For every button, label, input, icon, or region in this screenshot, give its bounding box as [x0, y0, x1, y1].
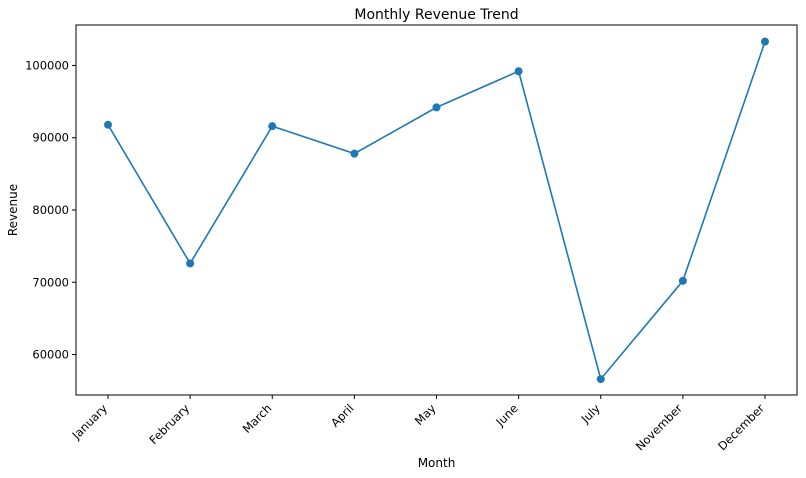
- chart-title: Monthly Revenue Trend: [354, 7, 518, 23]
- data-point: [104, 120, 112, 129]
- data-point: [432, 103, 441, 112]
- x-tick-label: January: [69, 401, 111, 443]
- data-point: [186, 259, 195, 268]
- x-tick-label: April: [328, 401, 356, 429]
- x-tick-label: June: [492, 401, 520, 429]
- x-tick-label: November: [633, 401, 685, 453]
- data-point: [350, 149, 359, 158]
- y-tick-label: 70000: [32, 275, 69, 289]
- y-axis-ticks: 60000 70000 80000 90000 100000: [25, 58, 76, 362]
- data-point: [761, 37, 769, 46]
- data-points: [104, 37, 769, 384]
- y-tick-label: 60000: [32, 348, 69, 362]
- y-tick-label: 80000: [32, 203, 69, 217]
- y-tick-label: 100000: [25, 58, 69, 72]
- data-point: [514, 67, 523, 76]
- data-point: [596, 375, 605, 384]
- x-axis-ticks: January February March April May June July Nove…: [69, 395, 767, 453]
- x-axis-label: Month: [418, 456, 456, 470]
- x-tick-label: February: [146, 401, 192, 447]
- data-point: [678, 276, 687, 285]
- x-tick-label: December: [715, 401, 767, 453]
- y-tick-label: 90000: [32, 131, 69, 145]
- y-axis-label: Revenue: [6, 184, 20, 236]
- plot-frame: [75, 24, 798, 396]
- series-line: [107, 41, 766, 381]
- x-tick-label: July: [578, 401, 603, 426]
- x-tick-label: May: [412, 401, 439, 428]
- data-point: [268, 122, 277, 131]
- x-tick-label: March: [240, 401, 275, 436]
